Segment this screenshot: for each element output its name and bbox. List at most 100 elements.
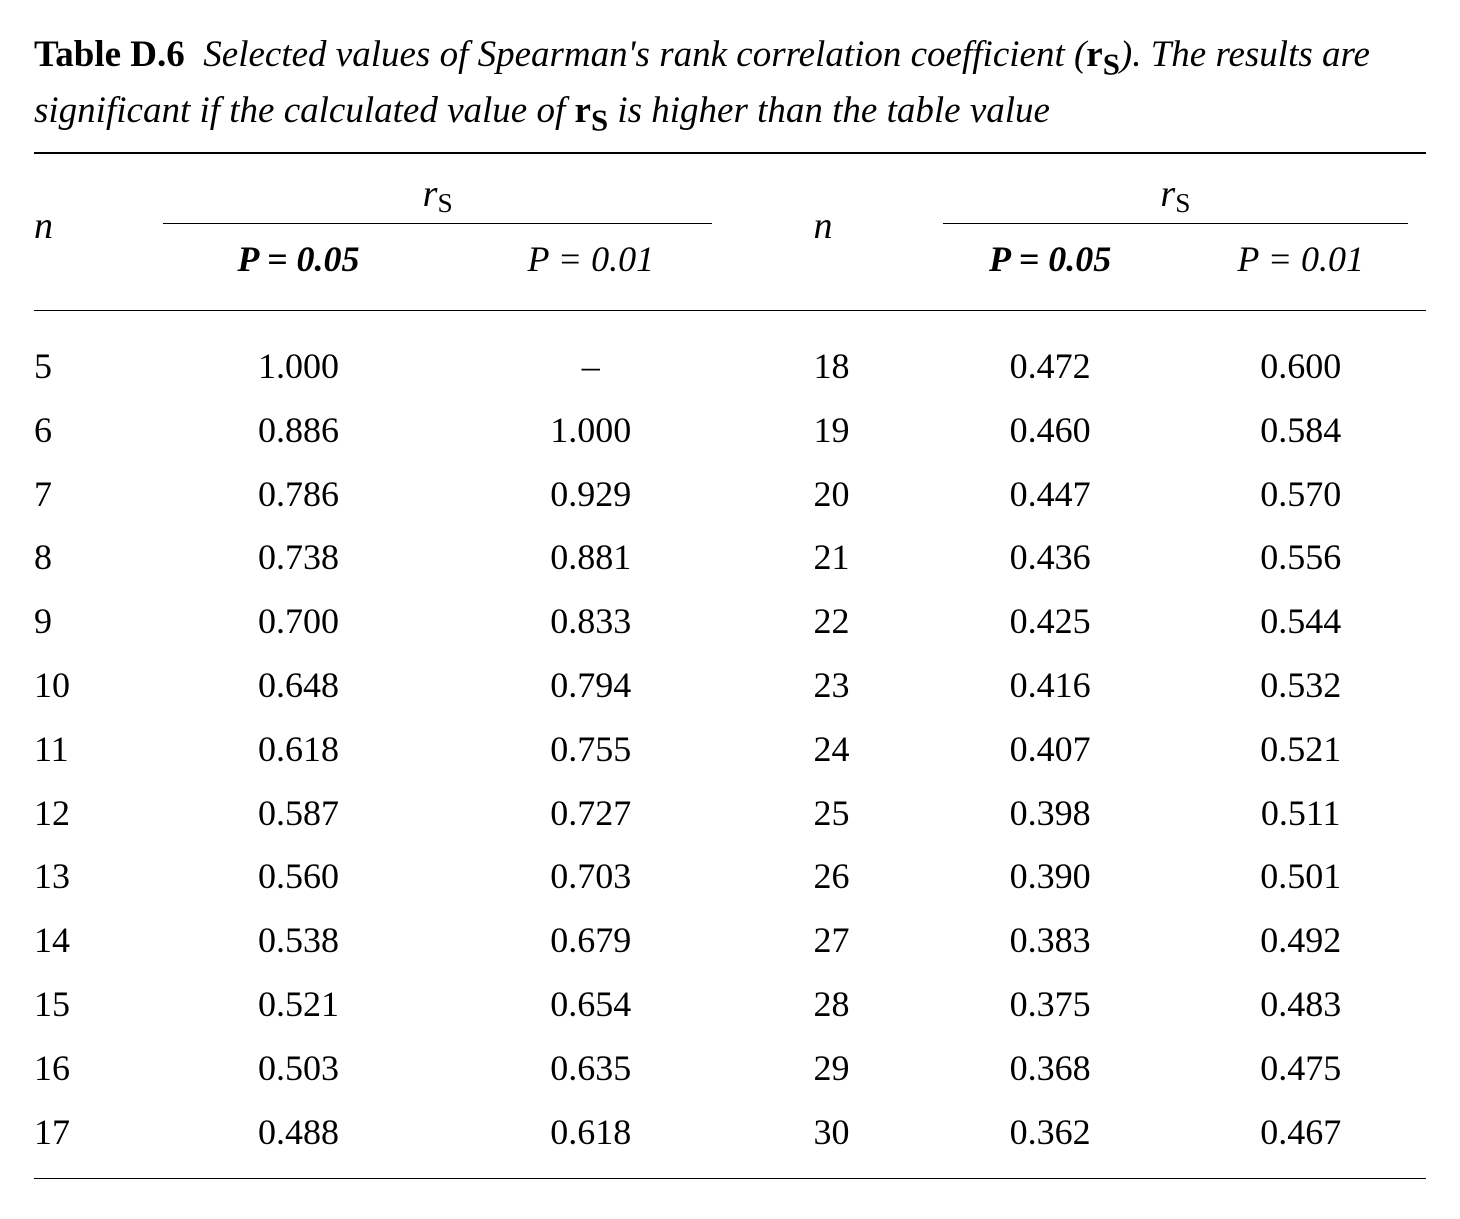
- cell-p05-left: 0.738: [145, 526, 451, 590]
- cell-n-left: 16: [34, 1037, 145, 1101]
- cell-p05-left: 0.786: [145, 463, 451, 527]
- rs-rule-right: [943, 223, 1408, 224]
- table-row: 90.7000.833220.4250.544: [34, 590, 1426, 654]
- col-header-n-left: n: [34, 168, 145, 284]
- caption-rs2: rS: [575, 90, 609, 131]
- bottom-rule: [34, 1164, 1426, 1179]
- cell-gap: [730, 526, 814, 590]
- col-header-p05-left: P = 0.05: [145, 234, 451, 284]
- cell-p05-right: 0.425: [925, 590, 1176, 654]
- rs-symbol-r: r: [1160, 173, 1175, 215]
- cell-p01-right: 0.483: [1175, 973, 1426, 1037]
- cell-p05-left: 0.587: [145, 782, 451, 846]
- cell-gap: [730, 399, 814, 463]
- table-head: n rS n rS P = 0.05 P = 0.01 P = 0.05 P =…: [34, 168, 1426, 311]
- table-row: 140.5380.679270.3830.492: [34, 909, 1426, 973]
- cell-n-left: 15: [34, 973, 145, 1037]
- cell-p01-right: 0.600: [1175, 335, 1426, 399]
- cell-p05-right: 0.362: [925, 1101, 1176, 1165]
- cell-p01-left: 0.929: [452, 463, 730, 527]
- cell-p05-right: 0.472: [925, 335, 1176, 399]
- cell-gap: [730, 1101, 814, 1165]
- cell-gap: [730, 909, 814, 973]
- cell-p05-right: 0.398: [925, 782, 1176, 846]
- cell-p01-right: 0.467: [1175, 1101, 1426, 1165]
- cell-n-left: 5: [34, 335, 145, 399]
- caption-rs-sub: S: [1103, 47, 1120, 81]
- cell-gap: [730, 654, 814, 718]
- caption-rs-r: r: [1086, 34, 1102, 75]
- cell-n-right: 21: [814, 526, 925, 590]
- cell-n-left: 17: [34, 1101, 145, 1165]
- top-rule: [34, 152, 1426, 154]
- cell-p05-right: 0.416: [925, 654, 1176, 718]
- cell-n-right: 29: [814, 1037, 925, 1101]
- cell-p05-left: 0.886: [145, 399, 451, 463]
- cell-p05-left: 0.503: [145, 1037, 451, 1101]
- cell-p01-right: 0.511: [1175, 782, 1426, 846]
- cell-gap: [730, 782, 814, 846]
- cell-gap: [730, 845, 814, 909]
- rs-symbol: r: [423, 173, 438, 215]
- page: Table D.6 Selected values of Spearman's …: [0, 0, 1460, 1219]
- caption-rs2-sub: S: [591, 103, 608, 137]
- cell-p01-right: 0.570: [1175, 463, 1426, 527]
- cell-n-left: 14: [34, 909, 145, 973]
- cell-p05-right: 0.407: [925, 718, 1176, 782]
- table-row: 170.4880.618300.3620.467: [34, 1101, 1426, 1165]
- cell-p05-right: 0.368: [925, 1037, 1176, 1101]
- cell-p01-right: 0.501: [1175, 845, 1426, 909]
- cell-p01-left: –: [452, 335, 730, 399]
- col-header-rs-right: rS: [925, 168, 1426, 234]
- cell-p01-left: 0.794: [452, 654, 730, 718]
- cell-gap: [730, 590, 814, 654]
- cell-p01-right: 0.584: [1175, 399, 1426, 463]
- cell-p05-left: 0.700: [145, 590, 451, 654]
- caption-rs: rS: [1086, 34, 1120, 75]
- table-caption: Table D.6 Selected values of Spearman's …: [34, 30, 1426, 142]
- cell-p05-left: 1.000: [145, 335, 451, 399]
- caption-part1: Selected values of Spearman's rank corre…: [203, 34, 1086, 75]
- col-header-p01-right: P = 0.01: [1175, 234, 1426, 284]
- cell-p05-left: 0.521: [145, 973, 451, 1037]
- cell-p01-right: 0.475: [1175, 1037, 1426, 1101]
- cell-n-left: 11: [34, 718, 145, 782]
- cell-p01-right: 0.521: [1175, 718, 1426, 782]
- cell-n-left: 7: [34, 463, 145, 527]
- cell-n-right: 22: [814, 590, 925, 654]
- cell-n-left: 6: [34, 399, 145, 463]
- cell-p05-left: 0.538: [145, 909, 451, 973]
- cell-n-right: 24: [814, 718, 925, 782]
- cell-p01-right: 0.532: [1175, 654, 1426, 718]
- cell-p01-left: 0.755: [452, 718, 730, 782]
- cell-p01-left: 0.703: [452, 845, 730, 909]
- cell-n-right: 20: [814, 463, 925, 527]
- cell-p05-left: 0.560: [145, 845, 451, 909]
- cell-p05-right: 0.436: [925, 526, 1176, 590]
- cell-gap: [730, 1037, 814, 1101]
- cell-p05-left: 0.648: [145, 654, 451, 718]
- spearman-table: n rS n rS P = 0.05 P = 0.01 P = 0.05 P =…: [34, 168, 1426, 1179]
- cell-n-left: 13: [34, 845, 145, 909]
- cell-p01-right: 0.556: [1175, 526, 1426, 590]
- table-body: 51.000–180.4720.60060.8861.000190.4600.5…: [34, 311, 1426, 1179]
- cell-p05-right: 0.460: [925, 399, 1176, 463]
- cell-n-left: 8: [34, 526, 145, 590]
- col-gap: [730, 168, 814, 284]
- cell-n-right: 18: [814, 335, 925, 399]
- table-row: 130.5600.703260.3900.501: [34, 845, 1426, 909]
- cell-p05-right: 0.390: [925, 845, 1176, 909]
- cell-n-left: 12: [34, 782, 145, 846]
- cell-n-right: 23: [814, 654, 925, 718]
- caption-part3: is higher than the table value: [608, 90, 1050, 131]
- rs-rule-left: [163, 223, 712, 224]
- cell-p01-left: 0.833: [452, 590, 730, 654]
- rs-subscript-r: S: [1175, 188, 1190, 218]
- col-header-p05-right: P = 0.05: [925, 234, 1176, 284]
- header-rule: [34, 284, 1426, 311]
- rs-subscript: S: [437, 188, 452, 218]
- table-row: 150.5210.654280.3750.483: [34, 973, 1426, 1037]
- cell-p01-left: 0.727: [452, 782, 730, 846]
- cell-n-right: 27: [814, 909, 925, 973]
- cell-gap: [730, 718, 814, 782]
